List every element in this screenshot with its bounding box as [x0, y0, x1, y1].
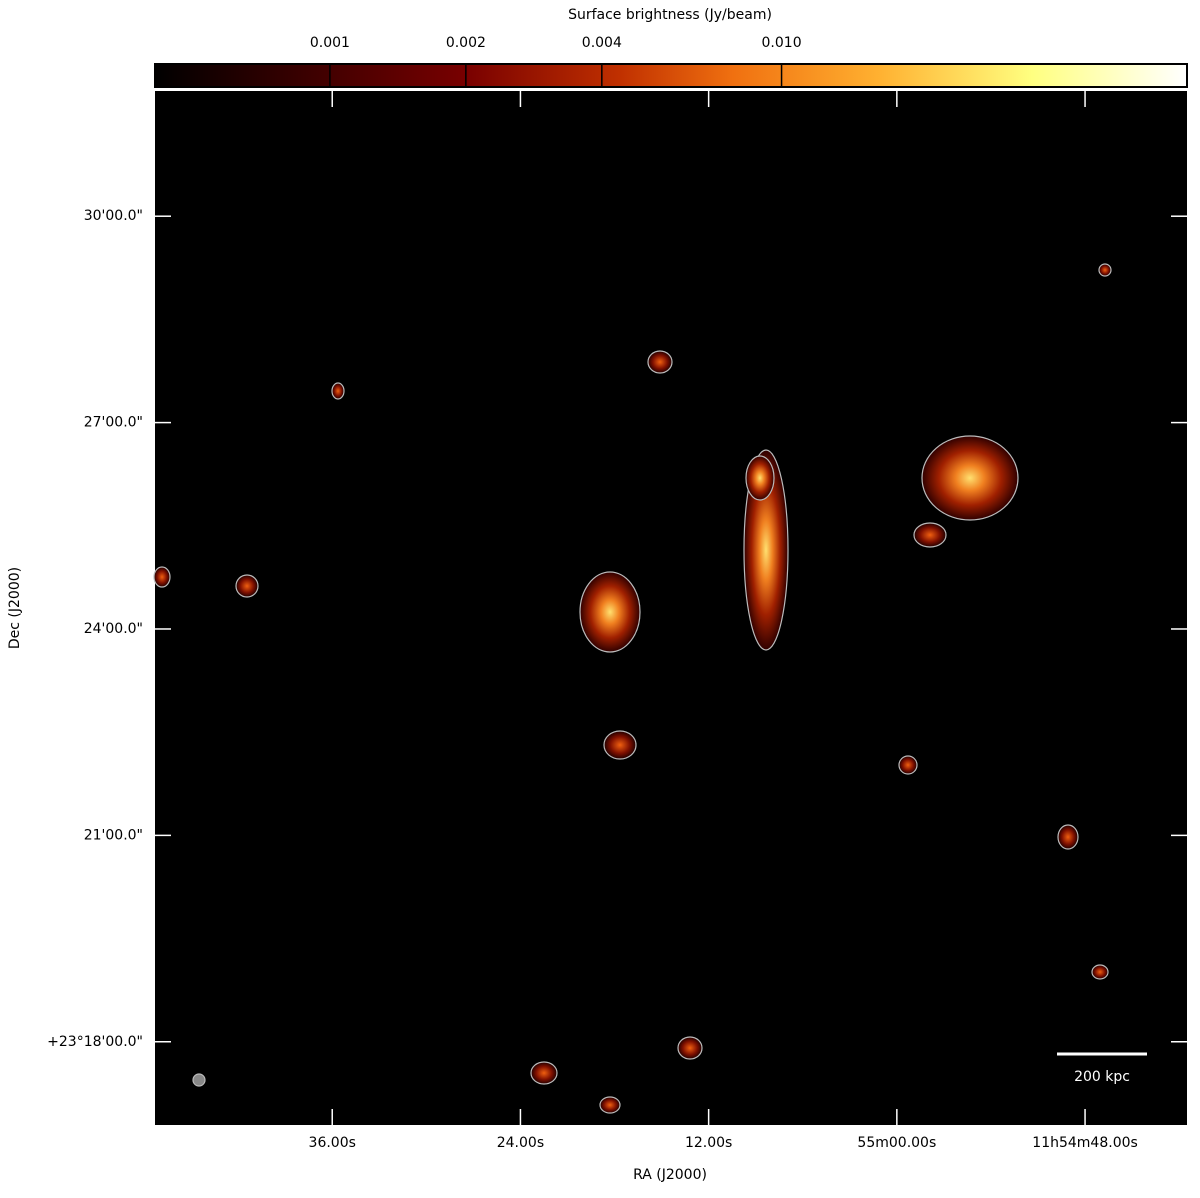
- colorbar-tick-label: 0.001: [310, 35, 350, 51]
- source: [677, 1036, 703, 1060]
- source: [898, 755, 918, 775]
- y-tick-label: 21'00.0": [84, 827, 143, 843]
- source: [599, 1096, 621, 1114]
- source: [1091, 964, 1109, 980]
- beam: [192, 1073, 206, 1087]
- colorbar: [154, 63, 1188, 88]
- y-tick-label: +23°18'00.0": [47, 1034, 143, 1050]
- x-tick-label: 55m00.00s: [857, 1135, 936, 1151]
- source: [530, 1061, 558, 1085]
- source: [743, 449, 789, 651]
- source: [913, 522, 947, 548]
- source: [579, 571, 641, 653]
- y-tick-label: 24'00.0": [84, 621, 143, 637]
- image: [155, 91, 1187, 1125]
- colorbar-tick-label: 0.002: [446, 35, 486, 51]
- source: [235, 574, 259, 598]
- source: [603, 730, 637, 760]
- sources: [153, 263, 1112, 1114]
- source: [647, 350, 673, 374]
- y-tick-label: 27'00.0": [84, 415, 143, 431]
- colorbar-tick-label: 0.010: [762, 35, 802, 51]
- y-axis-label: Dec (J2000): [7, 567, 23, 649]
- colorbar-title: Surface brightness (Jy/beam): [568, 7, 772, 23]
- source: [921, 435, 1019, 521]
- x-tick-label: 36.00s: [309, 1135, 356, 1151]
- source: [745, 455, 775, 501]
- source: [331, 382, 345, 400]
- y-tick-label: 30'00.0": [84, 208, 143, 224]
- x-tick-label: 11h54m48.00s: [1032, 1135, 1138, 1151]
- x-tick-label: 12.00s: [685, 1135, 732, 1151]
- source: [1098, 263, 1112, 277]
- scale-bar-label: 200 kpc: [1074, 1069, 1130, 1085]
- source: [153, 566, 171, 588]
- x-axis-label: RA (J2000): [633, 1167, 707, 1183]
- x-tick-label: 24.00s: [497, 1135, 544, 1151]
- source: [1057, 824, 1079, 850]
- colorbar-tick-label: 0.004: [582, 35, 622, 51]
